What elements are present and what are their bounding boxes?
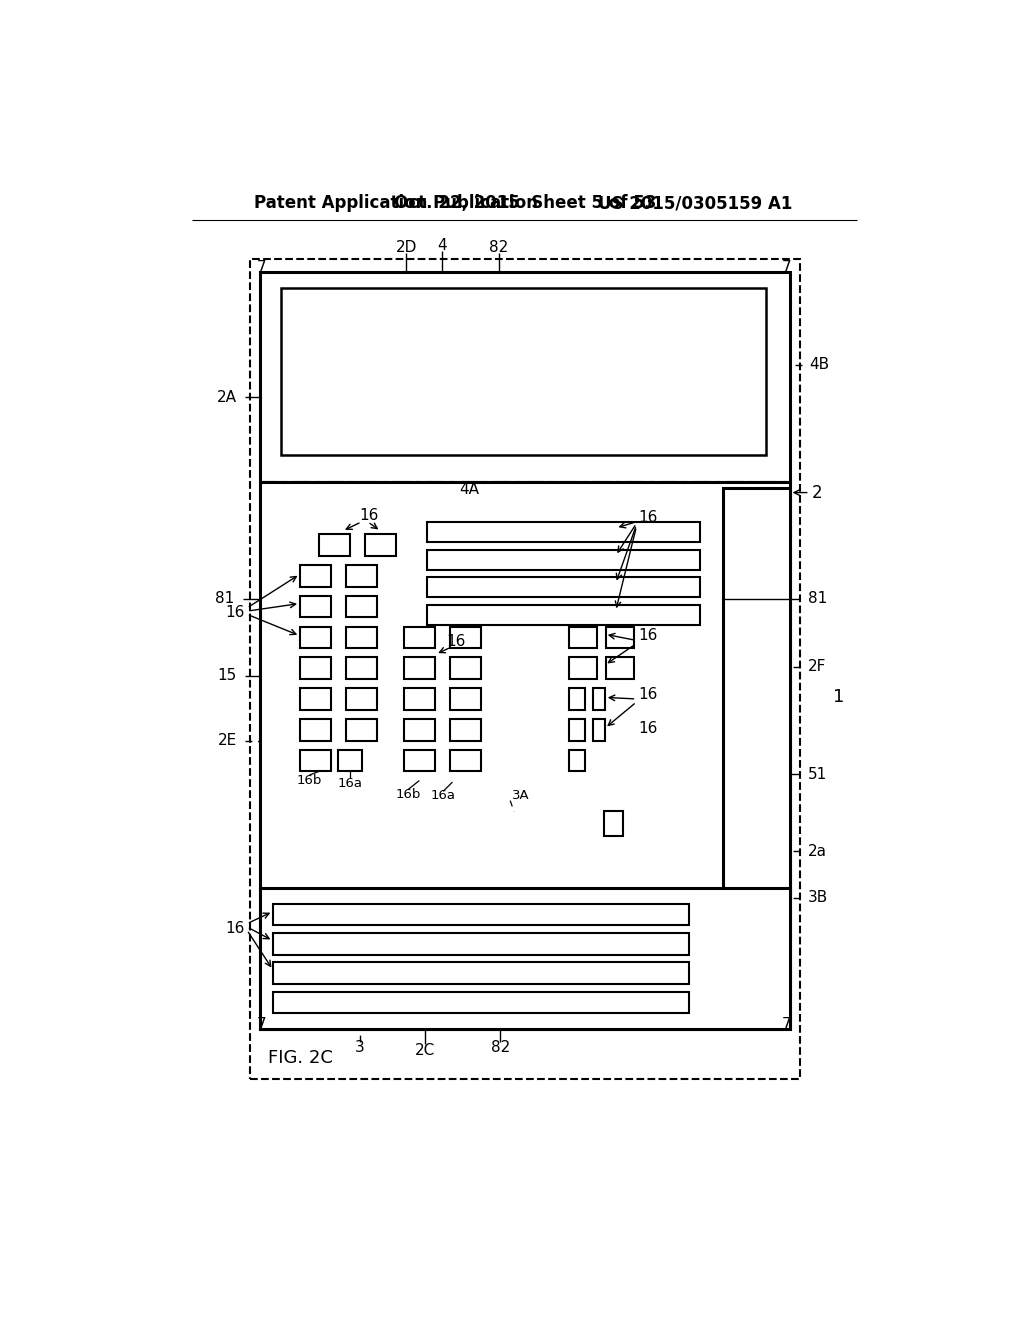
Bar [606, 627, 634, 648]
Text: 16: 16 [639, 510, 658, 525]
Bar [451, 657, 481, 678]
Bar [451, 750, 481, 771]
Bar [273, 933, 689, 954]
Text: 81: 81 [215, 591, 234, 606]
Bar [569, 750, 585, 771]
Text: 2A: 2A [217, 389, 237, 405]
Bar [319, 535, 350, 556]
Bar [606, 657, 634, 678]
Text: 2E: 2E [217, 733, 237, 748]
Bar [300, 750, 331, 771]
Bar [569, 627, 597, 648]
Text: 82: 82 [489, 240, 508, 255]
Text: Patent Application Publication: Patent Application Publication [254, 194, 538, 213]
Text: 16: 16 [445, 634, 465, 648]
Text: 2C: 2C [415, 1043, 435, 1057]
Bar [346, 657, 377, 678]
Text: 4A: 4A [460, 482, 479, 498]
Text: 2a: 2a [808, 843, 827, 859]
Text: 7: 7 [257, 1018, 266, 1032]
Bar [260, 888, 790, 1028]
Text: Oct. 22, 2015  Sheet 5 of 53: Oct. 22, 2015 Sheet 5 of 53 [393, 194, 656, 213]
Text: 4B: 4B [810, 358, 829, 372]
Text: 2D: 2D [395, 240, 417, 255]
Text: 15: 15 [217, 668, 237, 684]
Bar [260, 272, 790, 482]
Bar [569, 719, 585, 741]
Text: 2F: 2F [808, 659, 826, 675]
Text: 16: 16 [639, 628, 658, 643]
Text: 1: 1 [834, 689, 845, 706]
Bar [250, 259, 801, 1078]
Bar [281, 288, 766, 455]
Text: 16b: 16b [297, 774, 322, 787]
Bar [273, 962, 689, 983]
Bar [300, 719, 331, 741]
Bar [273, 991, 689, 1014]
Bar [300, 595, 331, 618]
Text: 82: 82 [490, 1040, 510, 1055]
Text: 16: 16 [639, 721, 658, 735]
Bar [451, 719, 481, 741]
Text: 4: 4 [437, 238, 447, 253]
Bar [300, 627, 331, 648]
Bar [451, 688, 481, 710]
Text: 16: 16 [225, 605, 245, 620]
Bar [427, 605, 700, 626]
Bar [403, 719, 435, 741]
Bar [604, 812, 624, 836]
Text: 16a: 16a [338, 777, 362, 791]
Bar [724, 488, 790, 898]
Text: 7: 7 [781, 260, 792, 276]
Text: FIG. 2C: FIG. 2C [267, 1049, 333, 1067]
Text: 3B: 3B [808, 890, 828, 906]
Text: 3A: 3A [512, 789, 529, 803]
Bar [593, 719, 605, 741]
Bar [403, 657, 435, 678]
Text: 3: 3 [355, 1040, 365, 1055]
Bar [300, 657, 331, 678]
Bar [346, 595, 377, 618]
Bar [403, 627, 435, 648]
Text: 16: 16 [225, 921, 245, 936]
Bar [403, 750, 435, 771]
Text: 51: 51 [808, 767, 827, 781]
Text: 16b: 16b [395, 788, 421, 801]
Bar [300, 565, 331, 586]
Text: 7: 7 [257, 260, 266, 276]
Bar [346, 688, 377, 710]
Bar [569, 688, 585, 710]
Bar [260, 482, 790, 1028]
Bar [427, 521, 700, 543]
Bar [273, 904, 689, 925]
Bar [300, 688, 331, 710]
Text: 2: 2 [812, 483, 822, 502]
Bar [366, 535, 396, 556]
Text: 81: 81 [808, 591, 827, 606]
Bar [339, 750, 361, 771]
Bar [427, 549, 700, 570]
Bar [403, 688, 435, 710]
Text: US 2015/0305159 A1: US 2015/0305159 A1 [598, 194, 793, 213]
Text: 7: 7 [781, 1018, 792, 1032]
Bar [346, 719, 377, 741]
Bar [593, 688, 605, 710]
Text: 16: 16 [639, 686, 658, 702]
Bar [346, 627, 377, 648]
Bar [451, 627, 481, 648]
Bar [346, 565, 377, 586]
Text: 16a: 16a [431, 789, 456, 803]
Text: 16: 16 [359, 508, 379, 523]
Bar [427, 577, 700, 598]
Bar [569, 657, 597, 678]
